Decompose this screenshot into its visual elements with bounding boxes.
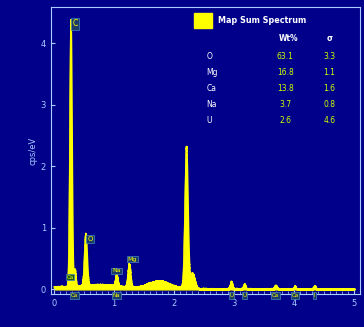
- Text: Ca: Ca: [291, 293, 298, 298]
- Text: Map Sum Spectrum: Map Sum Spectrum: [218, 16, 306, 25]
- Text: Ca: Ca: [206, 84, 216, 93]
- Text: O: O: [87, 236, 93, 242]
- Y-axis label: cps/eV: cps/eV: [29, 136, 38, 164]
- Text: Wt%: Wt%: [279, 34, 298, 43]
- Text: 3.7: 3.7: [279, 100, 291, 109]
- Text: Ca: Ca: [67, 275, 74, 280]
- Text: U: U: [242, 293, 246, 298]
- FancyBboxPatch shape: [194, 13, 211, 28]
- Text: 2.6: 2.6: [279, 116, 291, 125]
- Text: Na: Na: [206, 100, 217, 109]
- Text: 63.1: 63.1: [277, 52, 293, 61]
- Text: Ca: Ca: [272, 293, 279, 298]
- Text: U: U: [229, 293, 233, 298]
- Text: C: C: [72, 19, 78, 28]
- Text: I: I: [314, 293, 316, 298]
- Text: 1.1: 1.1: [324, 68, 336, 77]
- Text: Ca: Ca: [71, 293, 78, 298]
- Text: Na: Na: [112, 293, 120, 298]
- Text: 1.6: 1.6: [324, 84, 336, 93]
- Text: 3.3: 3.3: [324, 52, 336, 61]
- Text: 16.8: 16.8: [277, 68, 293, 77]
- Text: Mg: Mg: [127, 257, 137, 262]
- Text: U: U: [206, 116, 212, 125]
- Text: Mg: Mg: [206, 68, 218, 77]
- Text: σ: σ: [327, 34, 333, 43]
- Text: 0.8: 0.8: [324, 100, 336, 109]
- Text: O: O: [206, 52, 212, 61]
- Text: 13.8: 13.8: [277, 84, 293, 93]
- Text: Na: Na: [112, 268, 121, 273]
- Text: 4.6: 4.6: [324, 116, 336, 125]
